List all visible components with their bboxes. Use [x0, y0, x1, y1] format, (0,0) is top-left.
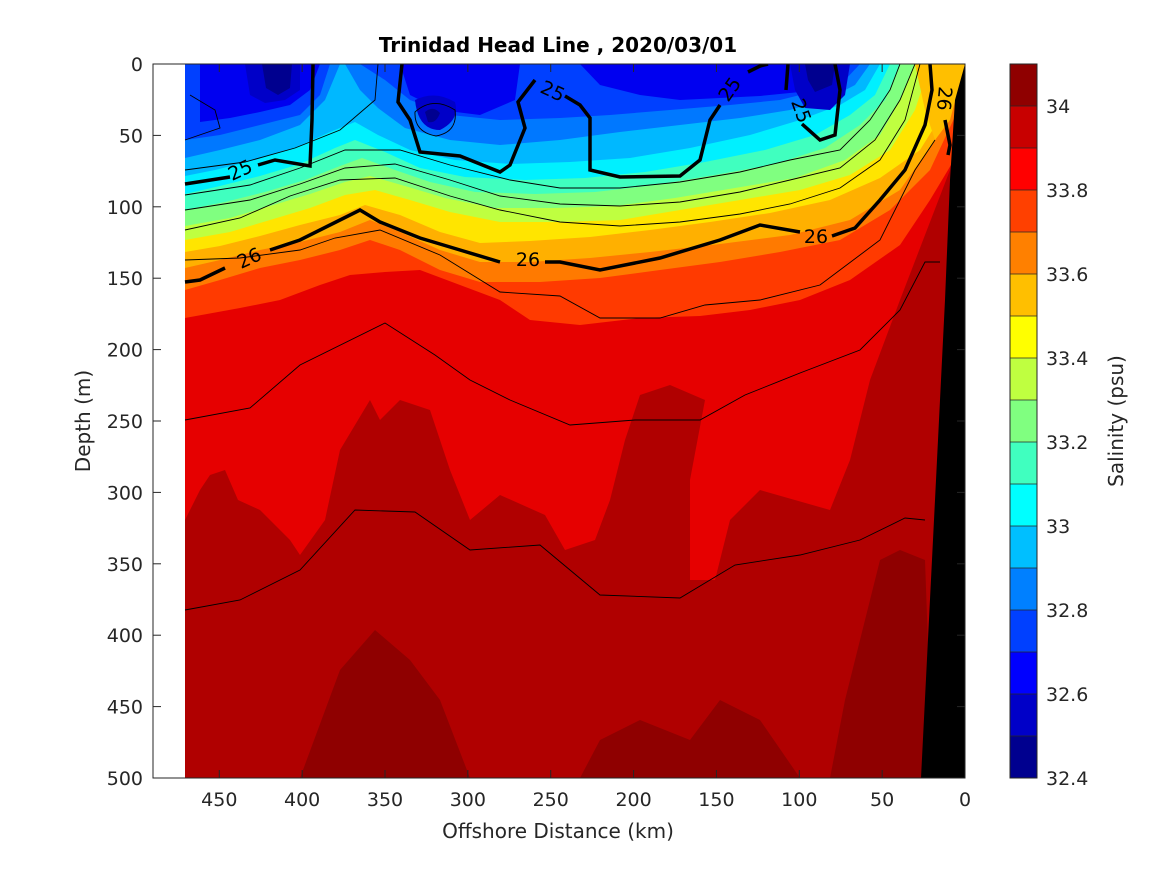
x-tick-label: 450 [201, 789, 237, 811]
colorbar-swatch [1010, 442, 1037, 484]
x-axis-title: Offshore Distance (km) [442, 819, 674, 843]
x-tick-label: 50 [870, 789, 894, 811]
colorbar-tick-label: 33.4 [1046, 348, 1088, 370]
colorbar-swatch [1010, 526, 1037, 568]
colorbar-tick-label: 32.8 [1046, 600, 1088, 622]
colorbar-tick-label: 32.4 [1046, 768, 1088, 790]
contour-label: 26 [932, 86, 956, 112]
colorbar-swatch [1010, 484, 1037, 526]
colorbar-swatch [1010, 232, 1037, 274]
colorbar-swatch [1010, 190, 1037, 232]
contour-25-middle [396, 64, 769, 179]
x-tick-label: 350 [367, 789, 403, 811]
colorbar-swatch [1010, 400, 1037, 442]
salinity-field [184, 64, 965, 778]
x-tick-label: 300 [450, 789, 486, 811]
colorbar-swatch [1010, 694, 1037, 736]
colorbar: 32.4 32.6 32.8 33 33.2 33.4 33.6 33.8 34 [1010, 64, 1088, 790]
contour-label: 26 [804, 226, 828, 248]
y-tick-label: 350 [107, 554, 143, 576]
colorbar-swatch [1010, 652, 1037, 694]
x-tick-label: 100 [781, 789, 817, 811]
chart-title: Trinidad Head Line , 2020/03/01 [379, 33, 737, 57]
colorbar-swatch [1010, 64, 1037, 106]
y-axis: 0 50 100 150 200 250 300 350 400 450 500 [107, 54, 965, 790]
contour-25-right [784, 64, 842, 142]
colorbar-tick-label: 33.8 [1046, 180, 1088, 202]
x-tick-label: 150 [698, 789, 734, 811]
y-tick-label: 50 [119, 125, 143, 147]
contour-25-left [184, 64, 315, 186]
x-tick-label: 200 [615, 789, 651, 811]
contour-26-main [184, 64, 934, 284]
y-tick-label: 500 [107, 768, 143, 790]
y-tick-label: 200 [107, 340, 143, 362]
colorbar-swatch [1010, 274, 1037, 316]
y-tick-label: 100 [107, 197, 143, 219]
salinity-band-nearshore [915, 64, 965, 140]
colorbar-swatch [1010, 316, 1037, 358]
colorbar-swatch [1010, 358, 1037, 400]
y-tick-label: 400 [107, 625, 143, 647]
y-tick-label: 450 [107, 697, 143, 719]
y-tick-label: 300 [107, 482, 143, 504]
x-axis: 450 400 350 300 250 200 150 100 50 0 [201, 64, 971, 811]
y-axis-title: Depth (m) [71, 370, 95, 472]
thick-contours [184, 64, 952, 284]
bathymetry [921, 64, 965, 778]
colorbar-tick-label: 33.6 [1046, 264, 1088, 286]
colorbar-swatch [1010, 148, 1037, 190]
colorbar-title: Salinity (psu) [1104, 355, 1128, 487]
contour-26-nearshore [943, 119, 952, 156]
x-tick-label: 0 [959, 789, 971, 811]
colorbar-swatch [1010, 736, 1037, 778]
y-tick-label: 0 [131, 54, 143, 76]
x-tick-label: 250 [533, 789, 569, 811]
y-tick-label: 150 [107, 268, 143, 290]
y-tick-label: 250 [107, 411, 143, 433]
colorbar-swatch [1010, 610, 1037, 652]
x-tick-label: 400 [284, 789, 320, 811]
thin-contours [184, 64, 940, 611]
colorbar-tick-label: 33.2 [1046, 432, 1088, 454]
colorbar-frame [1009, 63, 1038, 779]
colorbar-tick-label: 32.6 [1046, 684, 1088, 706]
colorbar-swatch [1010, 106, 1037, 148]
colorbar-tick-label: 33 [1046, 516, 1070, 538]
contour-label: 26 [516, 249, 540, 271]
colorbar-swatch [1010, 568, 1037, 610]
salinity-band-32-6 [200, 64, 840, 122]
colorbar-tick-label: 34 [1046, 96, 1070, 118]
